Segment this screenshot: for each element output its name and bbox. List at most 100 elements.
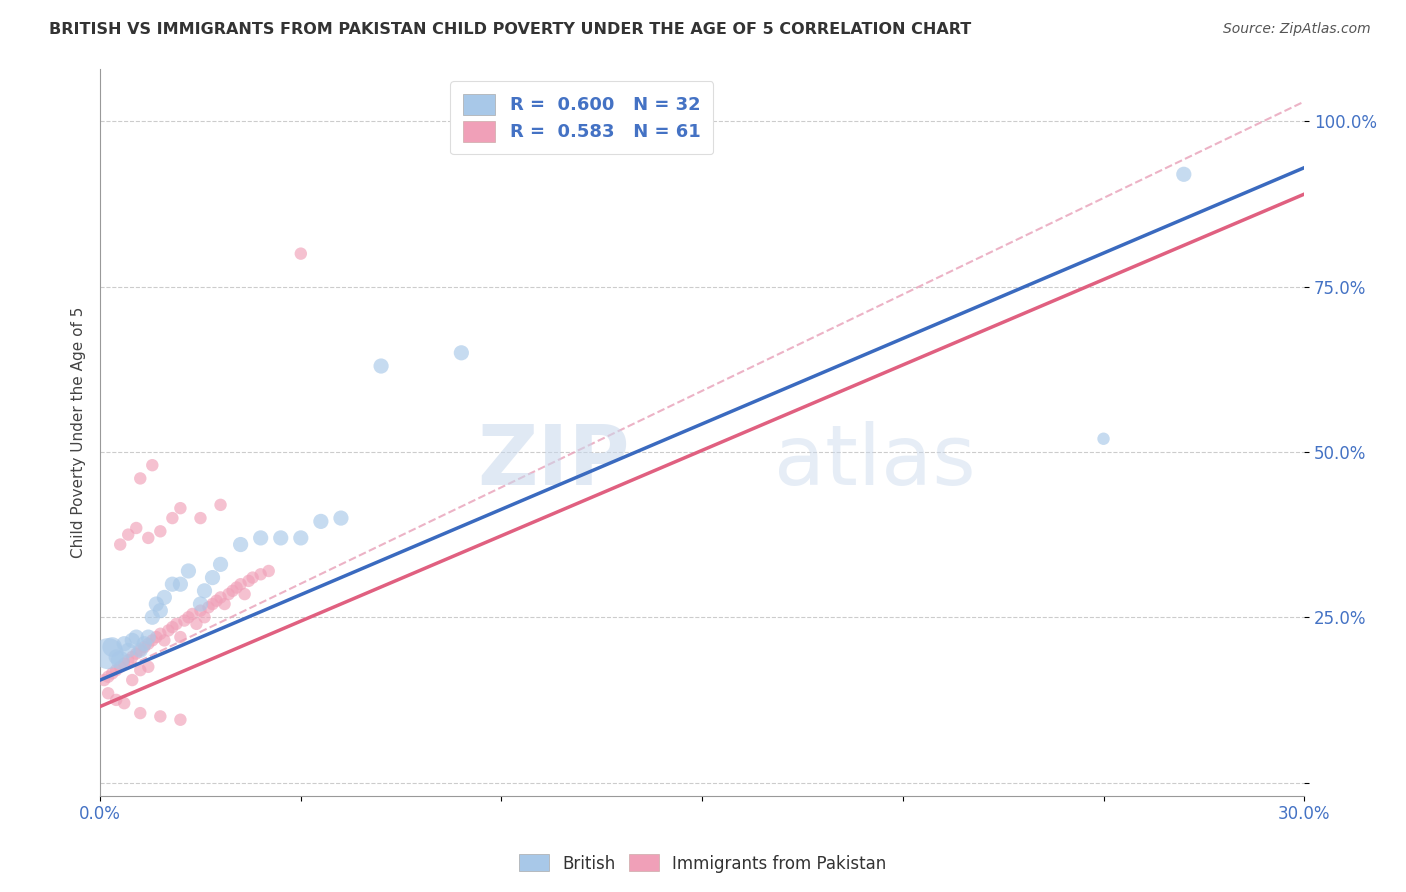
Text: ZIP: ZIP <box>478 421 630 501</box>
Point <box>108 653 131 667</box>
Point <box>181 607 204 621</box>
Point <box>370 359 392 373</box>
Point <box>450 346 472 360</box>
Point <box>162 620 184 634</box>
Point <box>177 564 200 578</box>
Point <box>169 630 191 644</box>
Point <box>117 643 139 657</box>
Point <box>108 537 131 551</box>
Point <box>209 591 232 605</box>
Point <box>125 647 148 661</box>
Point <box>129 663 152 677</box>
Legend: British, Immigrants from Pakistan: British, Immigrants from Pakistan <box>513 847 893 880</box>
Point <box>193 610 215 624</box>
Point <box>238 574 260 588</box>
Point <box>134 637 156 651</box>
Point <box>233 587 256 601</box>
Point <box>177 610 200 624</box>
Point <box>149 627 172 641</box>
Point <box>157 624 180 638</box>
Point <box>141 610 163 624</box>
Point <box>229 537 252 551</box>
Point <box>141 458 163 473</box>
Point <box>186 616 208 631</box>
Point <box>136 660 159 674</box>
Point <box>112 637 135 651</box>
Point <box>270 531 292 545</box>
Point <box>329 511 352 525</box>
Point <box>121 633 143 648</box>
Point <box>242 571 264 585</box>
Point <box>136 637 159 651</box>
Point <box>112 696 135 710</box>
Point <box>193 583 215 598</box>
Point <box>205 593 228 607</box>
Point <box>209 558 232 572</box>
Point <box>149 604 172 618</box>
Point <box>134 640 156 654</box>
Point <box>149 709 172 723</box>
Point <box>309 515 332 529</box>
Point <box>201 597 224 611</box>
Point <box>1173 167 1195 181</box>
Point <box>169 713 191 727</box>
Point <box>108 660 131 674</box>
Text: atlas: atlas <box>775 421 976 501</box>
Point <box>145 630 167 644</box>
Point <box>290 246 312 260</box>
Point <box>149 524 172 539</box>
Point <box>97 670 120 684</box>
Point <box>101 666 124 681</box>
Point <box>218 587 240 601</box>
Point <box>165 616 187 631</box>
Point <box>117 527 139 541</box>
Point <box>129 706 152 720</box>
Point <box>169 501 191 516</box>
Point <box>162 511 184 525</box>
Point <box>105 649 128 664</box>
Text: Source: ZipAtlas.com: Source: ZipAtlas.com <box>1223 22 1371 37</box>
Point <box>153 591 176 605</box>
Point <box>112 657 135 671</box>
Point <box>229 577 252 591</box>
Point <box>101 640 124 654</box>
Point <box>117 653 139 667</box>
Legend: R =  0.600   N = 32, R =  0.583   N = 61: R = 0.600 N = 32, R = 0.583 N = 61 <box>450 81 713 154</box>
Point <box>197 600 219 615</box>
Point <box>105 693 128 707</box>
Point <box>257 564 280 578</box>
Point <box>97 647 120 661</box>
Point <box>129 471 152 485</box>
Y-axis label: Child Poverty Under the Age of 5: Child Poverty Under the Age of 5 <box>72 307 86 558</box>
Point <box>105 663 128 677</box>
Point <box>121 649 143 664</box>
Point <box>221 583 243 598</box>
Point <box>249 531 271 545</box>
Point <box>190 604 212 618</box>
Point <box>121 673 143 687</box>
Point <box>1092 432 1115 446</box>
Point <box>129 643 152 657</box>
Point <box>93 673 115 687</box>
Point <box>145 597 167 611</box>
Point <box>290 531 312 545</box>
Point <box>201 571 224 585</box>
Point <box>190 511 212 525</box>
Point <box>153 633 176 648</box>
Point <box>169 577 191 591</box>
Point <box>141 633 163 648</box>
Point <box>97 686 120 700</box>
Point <box>129 643 152 657</box>
Text: BRITISH VS IMMIGRANTS FROM PAKISTAN CHILD POVERTY UNDER THE AGE OF 5 CORRELATION: BRITISH VS IMMIGRANTS FROM PAKISTAN CHIL… <box>49 22 972 37</box>
Point <box>225 581 247 595</box>
Point <box>125 630 148 644</box>
Point <box>136 630 159 644</box>
Point <box>209 498 232 512</box>
Point <box>136 531 159 545</box>
Point <box>190 597 212 611</box>
Point <box>125 521 148 535</box>
Point <box>249 567 271 582</box>
Point <box>173 614 195 628</box>
Point <box>162 577 184 591</box>
Point <box>214 597 236 611</box>
